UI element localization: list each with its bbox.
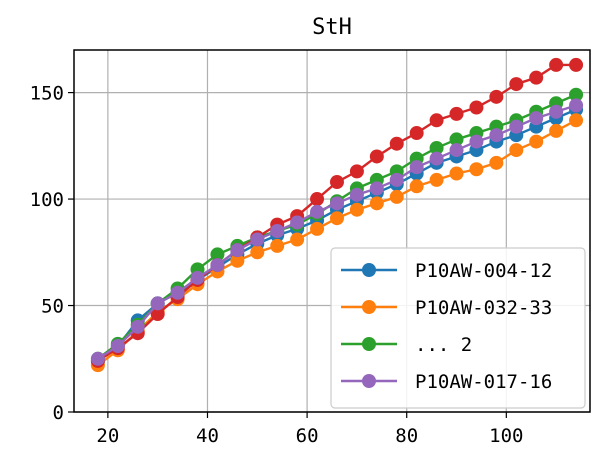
data-point: [429, 140, 444, 155]
data-point: [509, 119, 524, 134]
data-point: [449, 132, 464, 147]
data-point: [349, 187, 364, 202]
x-tick-label: 80: [395, 425, 418, 447]
data-point: [529, 134, 544, 149]
data-point: [389, 172, 404, 187]
data-point: [310, 192, 325, 207]
data-point: [290, 215, 305, 230]
data-point: [270, 224, 285, 238]
x-tick-label: 60: [296, 425, 319, 447]
data-point: [369, 196, 384, 211]
legend-marker: [362, 300, 376, 314]
data-point: [549, 104, 564, 119]
data-point: [230, 253, 245, 268]
data-point: [130, 319, 145, 334]
series-layer: [90, 57, 584, 373]
data-point: [389, 189, 404, 204]
data-point: [210, 258, 225, 273]
series-4: [90, 98, 584, 366]
data-point: [409, 126, 424, 141]
data-point: [569, 87, 584, 102]
x-tick-label: 40: [196, 425, 219, 447]
data-point: [250, 245, 265, 260]
data-point: [569, 57, 584, 72]
data-point: [429, 151, 444, 166]
data-point: [329, 175, 344, 190]
data-point: [569, 98, 584, 113]
data-point: [349, 202, 364, 217]
data-point: [369, 181, 384, 196]
data-point: [310, 221, 325, 236]
data-point: [170, 285, 185, 300]
data-point: [190, 270, 205, 285]
legend-marker: [362, 374, 376, 388]
legend: P10AW-004-12 P10AW-032-33 ... 2 P10AW-017-1…: [330, 247, 586, 409]
data-point: [409, 160, 424, 175]
data-point: [489, 155, 504, 170]
y-tick-label: 100: [30, 189, 64, 211]
legend-box: [330, 247, 586, 409]
chart-title: StH: [312, 15, 352, 40]
data-point: [469, 162, 484, 177]
data-point: [270, 238, 285, 253]
data-point: [429, 113, 444, 128]
data-point: [290, 232, 305, 247]
data-point: [150, 307, 165, 322]
legend-label: P10AW-032-33: [415, 297, 552, 319]
legend-marker: [362, 337, 376, 351]
data-point: [469, 134, 484, 149]
data-point: [449, 143, 464, 158]
y-tick-label: 50: [41, 296, 64, 318]
plot-frame: [73, 49, 591, 413]
data-point: [569, 113, 584, 128]
data-point: [329, 196, 344, 211]
legend-label: P10AW-017-16: [415, 371, 552, 393]
data-point: [90, 351, 105, 366]
data-point: [549, 57, 564, 72]
data-point: [509, 143, 524, 158]
data-point: [310, 204, 325, 219]
legend-label: ... 2: [415, 334, 472, 356]
legend-item: P10AW-032-33: [341, 297, 552, 319]
data-point: [489, 128, 504, 143]
axis-layer: 20 40 60 80 100 0 50 100 150: [30, 83, 524, 447]
data-point: [449, 166, 464, 181]
data-point: [210, 247, 225, 262]
y-tick-label: 0: [53, 402, 64, 424]
legend-item: P10AW-004-12: [341, 260, 552, 282]
data-point: [549, 123, 564, 138]
data-point: [409, 179, 424, 194]
data-point: [469, 100, 484, 115]
legend-label: P10AW-004-12: [415, 260, 552, 282]
y-tick-label: 150: [30, 83, 64, 105]
legend-marker: [362, 263, 376, 277]
data-point: [529, 70, 544, 85]
data-point: [389, 136, 404, 151]
data-point: [110, 338, 125, 353]
data-point: [230, 243, 245, 258]
data-point: [349, 164, 364, 179]
data-point: [509, 77, 524, 92]
data-point: [150, 296, 165, 311]
data-point: [329, 211, 344, 226]
data-point: [449, 106, 464, 121]
legend-item: ... 2: [341, 334, 472, 356]
x-tick-label: 20: [96, 425, 119, 447]
data-point: [250, 232, 265, 247]
data-point: [489, 89, 504, 104]
data-point: [369, 149, 384, 164]
legend-item: P10AW-017-16: [341, 371, 552, 393]
data-point: [429, 172, 444, 187]
data-point: [529, 111, 544, 126]
x-tick-label: 100: [489, 425, 523, 447]
